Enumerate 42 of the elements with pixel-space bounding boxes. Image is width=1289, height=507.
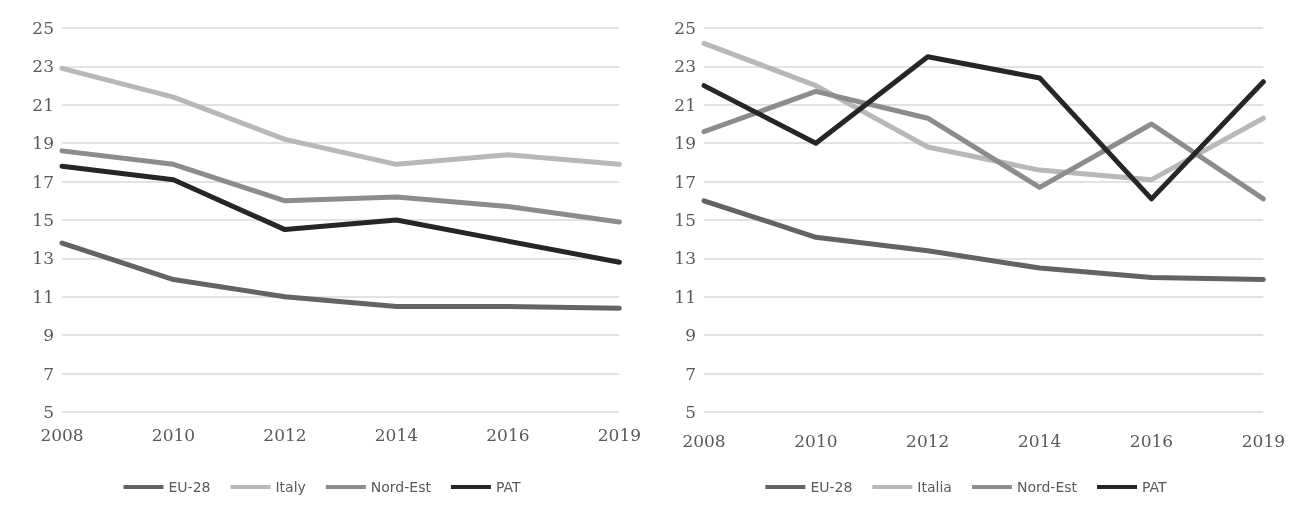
y-tick-label: 15 xyxy=(32,210,54,230)
y-tick-label: 23 xyxy=(674,56,696,77)
y-tick-label: 5 xyxy=(685,402,696,422)
legend-label: Italy xyxy=(275,479,306,495)
y-tick-label: 13 xyxy=(32,248,54,269)
legend-label: EU-28 xyxy=(168,479,211,495)
legend-label: EU-28 xyxy=(810,479,853,495)
y-tick-label: 5 xyxy=(43,402,54,422)
legend-label: Italia xyxy=(917,479,952,495)
x-tick-label: 2012 xyxy=(906,430,950,451)
legend-label: PAT xyxy=(495,479,521,495)
x-tick-label: 2012 xyxy=(263,424,307,445)
y-tick-label: 9 xyxy=(43,325,54,346)
x-tick-label: 2019 xyxy=(597,424,641,445)
y-tick-label: 9 xyxy=(685,325,696,346)
y-tick-label: 15 xyxy=(674,210,696,230)
x-tick-label: 2010 xyxy=(794,430,838,451)
y-tick-label: 17 xyxy=(674,171,696,192)
y-tick-label: 21 xyxy=(674,94,696,115)
y-tick-label: 23 xyxy=(32,56,54,77)
y-tick-label: 19 xyxy=(674,133,696,154)
y-tick-label: 11 xyxy=(674,286,696,307)
y-tick-label: 7 xyxy=(685,363,696,384)
legend-label: PAT xyxy=(1142,479,1168,495)
y-tick-label: 13 xyxy=(674,248,696,269)
x-tick-label: 2019 xyxy=(1241,430,1285,451)
x-tick-label: 2014 xyxy=(1017,430,1062,451)
legend-label: Nord-Est xyxy=(1016,479,1078,495)
x-tick-label: 2016 xyxy=(486,424,530,445)
x-tick-label: 2014 xyxy=(374,424,419,445)
y-tick-label: 25 xyxy=(674,18,696,38)
x-tick-label: 2008 xyxy=(682,430,726,451)
x-tick-label: 2008 xyxy=(40,424,84,445)
y-tick-label: 21 xyxy=(32,94,54,115)
y-tick-label: 19 xyxy=(32,133,54,154)
x-tick-label: 2010 xyxy=(151,424,196,445)
y-tick-label: 17 xyxy=(32,171,54,192)
x-tick-label: 2016 xyxy=(1129,430,1174,451)
y-tick-label: 7 xyxy=(43,363,54,384)
y-tick-label: 11 xyxy=(32,286,54,307)
y-tick-label: 25 xyxy=(32,18,54,38)
legend-label: Nord-Est xyxy=(370,479,432,495)
